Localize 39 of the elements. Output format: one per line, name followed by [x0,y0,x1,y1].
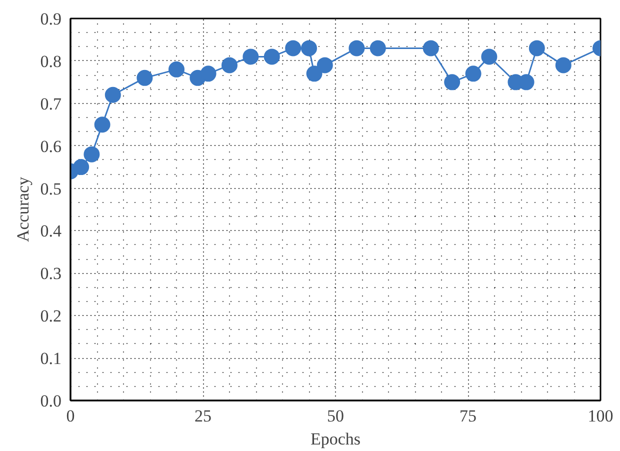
x-tick-label: 100 [588,406,614,426]
point [73,159,90,176]
point [94,116,110,133]
y-tick-label: 0.3 [40,264,62,284]
x-axis-title: Epochs [310,430,361,448]
point [465,66,482,82]
y-tick-label: 0.0 [40,392,62,410]
point [264,48,280,65]
point [555,57,572,74]
point [316,57,333,74]
x-tick-label: 25 [194,406,212,426]
point [481,48,498,65]
point [200,66,216,82]
point [104,86,121,103]
y-tick-label: 0.7 [40,94,62,114]
point [306,66,322,82]
point [301,40,317,56]
point [422,40,439,56]
point [168,61,184,78]
y-tick-label: 0.9 [40,10,62,28]
point [444,74,460,90]
y-tick-label: 0.1 [40,349,62,368]
y-tick-label: 0.5 [40,179,62,198]
point [370,40,386,56]
point [528,40,545,56]
y-tick-label: 0.8 [40,52,62,71]
y-tick-label: 0.2 [40,306,62,326]
point [285,40,302,56]
point [348,40,365,56]
point [136,70,153,86]
y-axis-title: Accuracy [13,176,32,242]
y-tick-label: 0.6 [40,136,62,156]
x-tick-label: 0 [66,406,75,426]
point [84,146,100,162]
point [222,57,238,74]
x-tick-label: 50 [327,406,344,426]
x-tick-label: 75 [460,406,476,426]
point [242,48,259,65]
y-tick-label: 0.4 [40,222,62,241]
